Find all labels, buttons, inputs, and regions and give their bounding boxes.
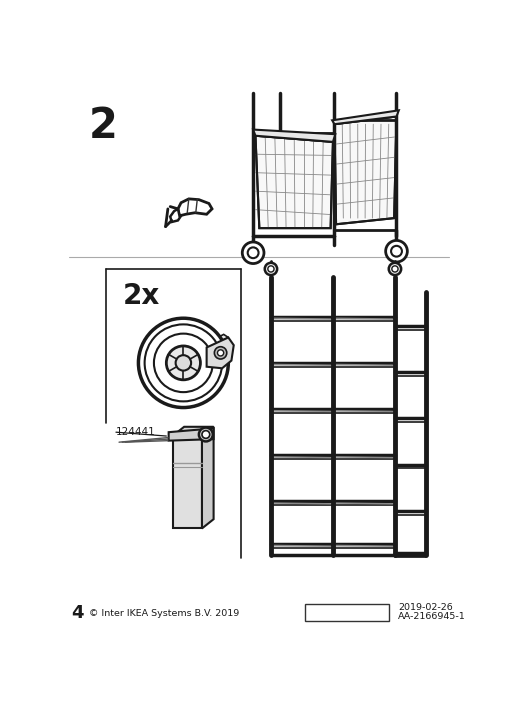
Polygon shape	[172, 436, 201, 528]
Polygon shape	[178, 199, 212, 216]
Circle shape	[385, 241, 407, 262]
Circle shape	[138, 318, 228, 408]
Circle shape	[217, 350, 223, 356]
Circle shape	[390, 246, 401, 256]
Text: 4: 4	[71, 604, 83, 622]
Circle shape	[201, 431, 209, 438]
Circle shape	[198, 428, 213, 441]
Text: 2: 2	[89, 105, 118, 146]
Circle shape	[154, 333, 213, 392]
Circle shape	[247, 247, 258, 258]
Circle shape	[242, 242, 264, 263]
Polygon shape	[252, 129, 335, 142]
Polygon shape	[206, 338, 233, 368]
Polygon shape	[168, 428, 213, 441]
Polygon shape	[255, 136, 332, 228]
Text: 2019-02-26: 2019-02-26	[397, 603, 452, 612]
Polygon shape	[334, 116, 396, 224]
Circle shape	[267, 266, 274, 272]
Circle shape	[144, 324, 222, 401]
Text: 124441: 124441	[116, 427, 156, 437]
Polygon shape	[331, 111, 398, 124]
Polygon shape	[172, 427, 213, 436]
Text: 2x: 2x	[123, 282, 160, 310]
Circle shape	[214, 347, 226, 359]
Circle shape	[175, 355, 191, 371]
Text: © Inter IKEA Systems B.V. 2019: © Inter IKEA Systems B.V. 2019	[89, 608, 238, 618]
Circle shape	[391, 266, 397, 272]
Text: AA-2166945-1: AA-2166945-1	[397, 613, 465, 621]
Polygon shape	[201, 427, 213, 528]
Bar	[305, 604, 388, 621]
Circle shape	[388, 263, 400, 275]
Polygon shape	[170, 209, 181, 222]
Circle shape	[166, 346, 200, 380]
Polygon shape	[203, 334, 228, 348]
Circle shape	[264, 263, 277, 275]
